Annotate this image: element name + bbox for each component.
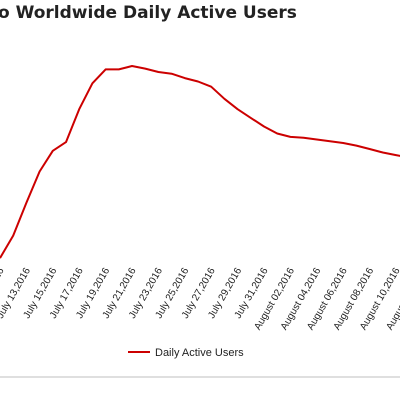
data-point — [184, 77, 186, 79]
data-point — [39, 171, 41, 173]
data-point — [250, 117, 252, 119]
data-point — [289, 136, 291, 138]
data-point — [144, 68, 146, 70]
data-point — [12, 235, 14, 237]
chart-title: o Worldwide Daily Active Users — [0, 3, 297, 23]
data-point — [157, 71, 159, 73]
data-point — [223, 98, 225, 100]
data-point — [263, 126, 265, 128]
data-point — [316, 139, 318, 141]
data-point — [105, 68, 107, 70]
data-point — [25, 202, 27, 204]
data-point — [118, 68, 120, 70]
data-point — [355, 145, 357, 147]
data-point — [52, 150, 54, 152]
plot-area — [0, 65, 400, 259]
data-point — [342, 142, 344, 144]
legend: Daily Active Users — [128, 347, 244, 359]
data-point — [65, 141, 67, 143]
data-point — [171, 73, 173, 75]
data-point — [369, 148, 371, 150]
data-point — [329, 140, 331, 142]
data-point — [395, 154, 397, 156]
data-point — [91, 82, 93, 84]
data-point — [276, 133, 278, 135]
series-line-daily-active-users — [0, 65, 400, 259]
data-point — [131, 65, 133, 67]
data-point — [382, 152, 384, 154]
data-point — [78, 108, 80, 110]
data-point — [303, 137, 305, 139]
data-point — [237, 108, 239, 110]
data-point — [197, 81, 199, 83]
data-point — [210, 86, 212, 88]
legend-label-daily-active-users: Daily Active Users — [155, 347, 244, 359]
